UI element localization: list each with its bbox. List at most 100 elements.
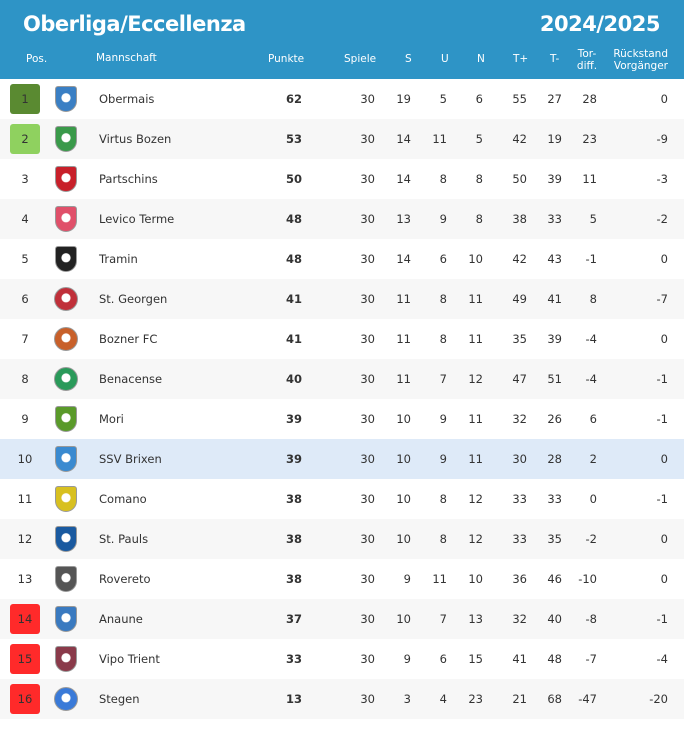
cell-draws: 9 <box>439 452 447 466</box>
col-gap-line2: Vorgänger <box>613 60 668 72</box>
table-row[interactable]: 3 Partschins 50 30 14 8 8 50 39 11 -3 <box>0 159 684 199</box>
team-name[interactable]: Levico Terme <box>99 212 175 226</box>
table-row[interactable]: 10 SSV Brixen 39 30 10 9 11 30 28 2 0 <box>0 439 684 479</box>
team-logo-icon <box>55 246 77 272</box>
cell-wins: 11 <box>396 292 411 306</box>
cell-games: 30 <box>360 532 375 546</box>
cell-games: 30 <box>360 132 375 146</box>
cell-gap: -3 <box>656 172 668 186</box>
position-badge: 14 <box>10 604 40 634</box>
col-gap: Rückstand Vorgänger <box>612 48 668 72</box>
cell-goals-for: 50 <box>512 172 527 186</box>
table-row[interactable]: 1 Obermais 62 30 19 5 6 55 27 28 0 <box>0 79 684 119</box>
team-name[interactable]: Benacense <box>99 372 163 386</box>
cell-losses: 8 <box>475 172 483 186</box>
table-row[interactable]: 5 Tramin 48 30 14 6 10 42 43 -1 0 <box>0 239 684 279</box>
cell-gap: 0 <box>660 452 668 466</box>
position-badge: 5 <box>21 252 29 266</box>
cell-wins: 10 <box>396 412 411 426</box>
team-name[interactable]: Bozner FC <box>99 332 158 346</box>
table-row[interactable]: 9 Mori 39 30 10 9 11 32 26 6 -1 <box>0 399 684 439</box>
cell-losses: 10 <box>468 572 483 586</box>
table-row[interactable]: 16 Stegen 13 30 3 4 23 21 68 -47 -20 <box>0 679 684 719</box>
cell-points: 50 <box>285 172 302 186</box>
team-name[interactable]: Anaune <box>99 612 143 626</box>
position-badge: 2 <box>10 124 40 154</box>
table-row[interactable]: 15 Vipo Trient 33 30 9 6 15 41 48 -7 -4 <box>0 639 684 679</box>
cell-draws: 6 <box>439 252 447 266</box>
cell-goals-against: 68 <box>547 692 562 706</box>
cell-goals-against: 39 <box>547 172 562 186</box>
team-name[interactable]: Rovereto <box>99 572 151 586</box>
cell-losses: 11 <box>468 412 483 426</box>
cell-points: 38 <box>285 572 302 586</box>
cell-gap: -1 <box>656 412 668 426</box>
team-name[interactable]: St. Georgen <box>99 292 168 306</box>
team-logo-icon <box>54 287 78 311</box>
cell-goals-for: 42 <box>512 132 527 146</box>
cell-goals-for: 21 <box>512 692 527 706</box>
cell-gap: 0 <box>660 92 668 106</box>
table-row[interactable]: 4 Levico Terme 48 30 13 9 8 38 33 5 -2 <box>0 199 684 239</box>
cell-goal-diff: -1 <box>585 252 597 266</box>
team-name[interactable]: Comano <box>99 492 147 506</box>
cell-losses: 12 <box>468 492 483 506</box>
position-badge: 10 <box>17 452 33 466</box>
cell-gap: -9 <box>656 132 668 146</box>
team-logo-icon <box>54 327 78 351</box>
cell-gap: 0 <box>660 532 668 546</box>
team-name[interactable]: Tramin <box>99 252 138 266</box>
table-row[interactable]: 2 Virtus Bozen 53 30 14 11 5 42 19 23 -9 <box>0 119 684 159</box>
cell-games: 30 <box>360 252 375 266</box>
cell-goals-for: 38 <box>512 212 527 226</box>
team-name[interactable]: St. Pauls <box>99 532 149 546</box>
team-logo-icon <box>55 206 77 232</box>
team-name[interactable]: Partschins <box>99 172 158 186</box>
table-row[interactable]: 7 Bozner FC 41 30 11 8 11 35 39 -4 0 <box>0 319 684 359</box>
season-label: 2024/2025 <box>539 12 661 36</box>
team-name[interactable]: Stegen <box>99 692 140 706</box>
cell-games: 30 <box>360 572 375 586</box>
col-pos: Pos. <box>26 53 48 65</box>
team-name[interactable]: Vipo Trient <box>99 652 160 666</box>
cell-losses: 8 <box>475 212 483 226</box>
cell-draws: 8 <box>439 172 447 186</box>
col-gap-line1: Rückstand <box>613 48 668 60</box>
table-row[interactable]: 13 Rovereto 38 30 9 11 10 36 46 -10 0 <box>0 559 684 599</box>
table-header: Oberliga/Eccellenza 2024/2025 Pos. Manns… <box>0 0 684 79</box>
cell-wins: 10 <box>396 532 411 546</box>
team-name[interactable]: SSV Brixen <box>99 452 162 466</box>
table-row[interactable]: 11 Comano 38 30 10 8 12 33 33 0 -1 <box>0 479 684 519</box>
cell-goal-diff: -4 <box>585 372 597 386</box>
col-goals-against: T- <box>550 53 560 65</box>
cell-goal-diff: 6 <box>589 412 597 426</box>
cell-draws: 8 <box>439 532 447 546</box>
cell-wins: 9 <box>403 572 411 586</box>
position-badge: 13 <box>17 572 33 586</box>
cell-draws: 8 <box>439 492 447 506</box>
cell-points: 62 <box>285 92 302 106</box>
cell-losses: 12 <box>468 372 483 386</box>
cell-wins: 14 <box>396 132 411 146</box>
cell-wins: 11 <box>396 372 411 386</box>
table-row[interactable]: 6 St. Georgen 41 30 11 8 11 49 41 8 -7 <box>0 279 684 319</box>
cell-draws: 6 <box>439 652 447 666</box>
team-logo-icon <box>55 486 77 512</box>
cell-wins: 10 <box>396 612 411 626</box>
cell-games: 30 <box>360 332 375 346</box>
table-row[interactable]: 14 Anaune 37 30 10 7 13 32 40 -8 -1 <box>0 599 684 639</box>
team-logo-icon <box>54 367 78 391</box>
cell-losses: 5 <box>475 132 483 146</box>
position-badge: 15 <box>10 644 40 674</box>
cell-goals-against: 33 <box>547 212 562 226</box>
cell-goal-diff: -8 <box>585 612 597 626</box>
position-badge: 12 <box>17 532 33 546</box>
table-row[interactable]: 12 St. Pauls 38 30 10 8 12 33 35 -2 0 <box>0 519 684 559</box>
cell-games: 30 <box>360 292 375 306</box>
cell-goal-diff: 0 <box>589 492 597 506</box>
table-row[interactable]: 8 Benacense 40 30 11 7 12 47 51 -4 -1 <box>0 359 684 399</box>
team-name[interactable]: Virtus Bozen <box>99 132 172 146</box>
cell-goals-against: 26 <box>547 412 562 426</box>
team-name[interactable]: Mori <box>99 412 124 426</box>
team-name[interactable]: Obermais <box>99 92 155 106</box>
